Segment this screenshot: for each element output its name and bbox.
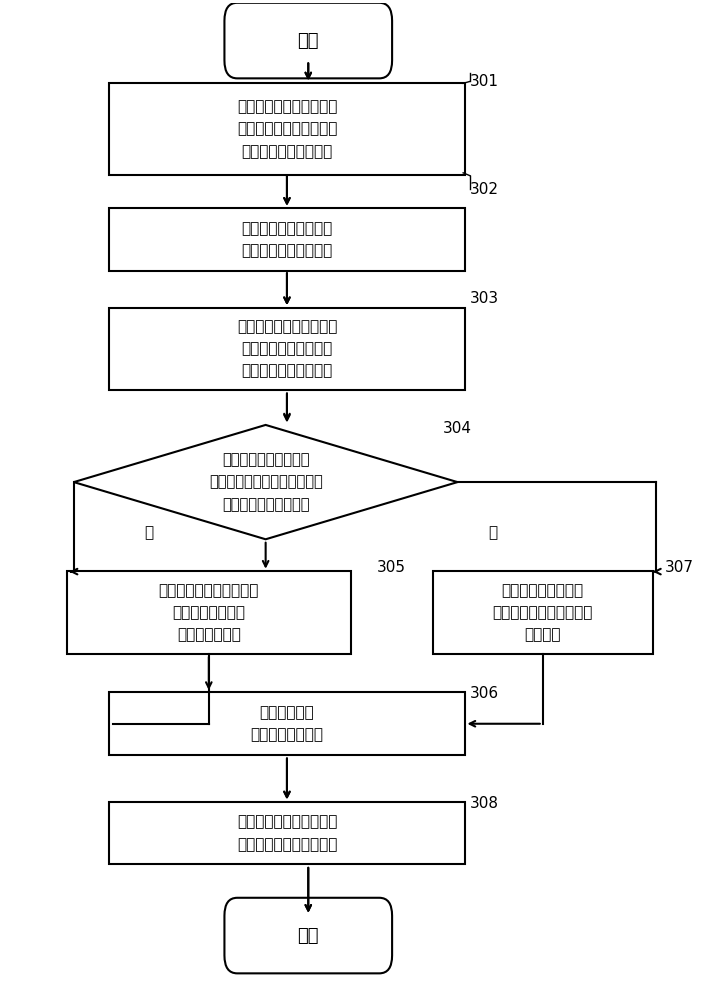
Text: 305: 305 — [377, 560, 406, 575]
Text: 302: 302 — [470, 182, 499, 197]
Text: 将该鱼塘的基准数据替换
该实时监测数据，
写入校准数据库: 将该鱼塘的基准数据替换 该实时监测数据， 写入校准数据库 — [159, 583, 259, 642]
Text: 307: 307 — [665, 560, 694, 575]
FancyBboxPatch shape — [224, 898, 392, 973]
Text: 生成设备监测
数据异常告警信息: 生成设备监测 数据异常告警信息 — [251, 705, 324, 742]
Text: 将该鱼塘的实时监测
数据（原数据）写入校准
数据库中: 将该鱼塘的实时监测 数据（原数据）写入校准 数据库中 — [493, 583, 593, 642]
Bar — [110, 308, 465, 390]
Text: 平台定期计算鱼塘所对应
的周边鱼塘的监测数据
平均值，作为基准数据: 平台定期计算鱼塘所对应 的周边鱼塘的监测数据 平均值，作为基准数据 — [237, 319, 337, 379]
Text: 定期将实时监测数据与
其基准数据相比较，判断两者
偏差是否超出预设阈值: 定期将实时监测数据与 其基准数据相比较，判断两者 偏差是否超出预设阈值 — [209, 452, 322, 512]
Bar — [110, 208, 465, 271]
Polygon shape — [74, 425, 458, 539]
Text: 保存每个鱼塘与周边鱼塘
对应关系表，与前端信息
采集装置的对应关系表: 保存每个鱼塘与周边鱼塘 对应关系表，与前端信息 采集装置的对应关系表 — [237, 99, 337, 159]
Text: 否: 否 — [488, 525, 498, 540]
FancyBboxPatch shape — [224, 3, 392, 78]
Text: 根据校准数据库中的数据
进行水质判断和水质管控: 根据校准数据库中的数据 进行水质判断和水质管控 — [237, 815, 337, 852]
Bar — [67, 571, 351, 654]
Text: 303: 303 — [470, 291, 499, 306]
Bar — [110, 83, 465, 175]
Text: 304: 304 — [443, 421, 473, 436]
Text: 306: 306 — [470, 686, 499, 701]
Text: 开始: 开始 — [298, 32, 319, 50]
Bar — [110, 692, 465, 755]
Bar — [110, 802, 465, 864]
Text: 是: 是 — [144, 525, 153, 540]
Text: 301: 301 — [470, 74, 499, 89]
Text: 平台将上报的实时监测
数据保存在原数据库中: 平台将上报的实时监测 数据保存在原数据库中 — [241, 221, 332, 258]
Text: 结束: 结束 — [298, 927, 319, 945]
Bar — [432, 571, 653, 654]
Text: 308: 308 — [470, 796, 499, 811]
